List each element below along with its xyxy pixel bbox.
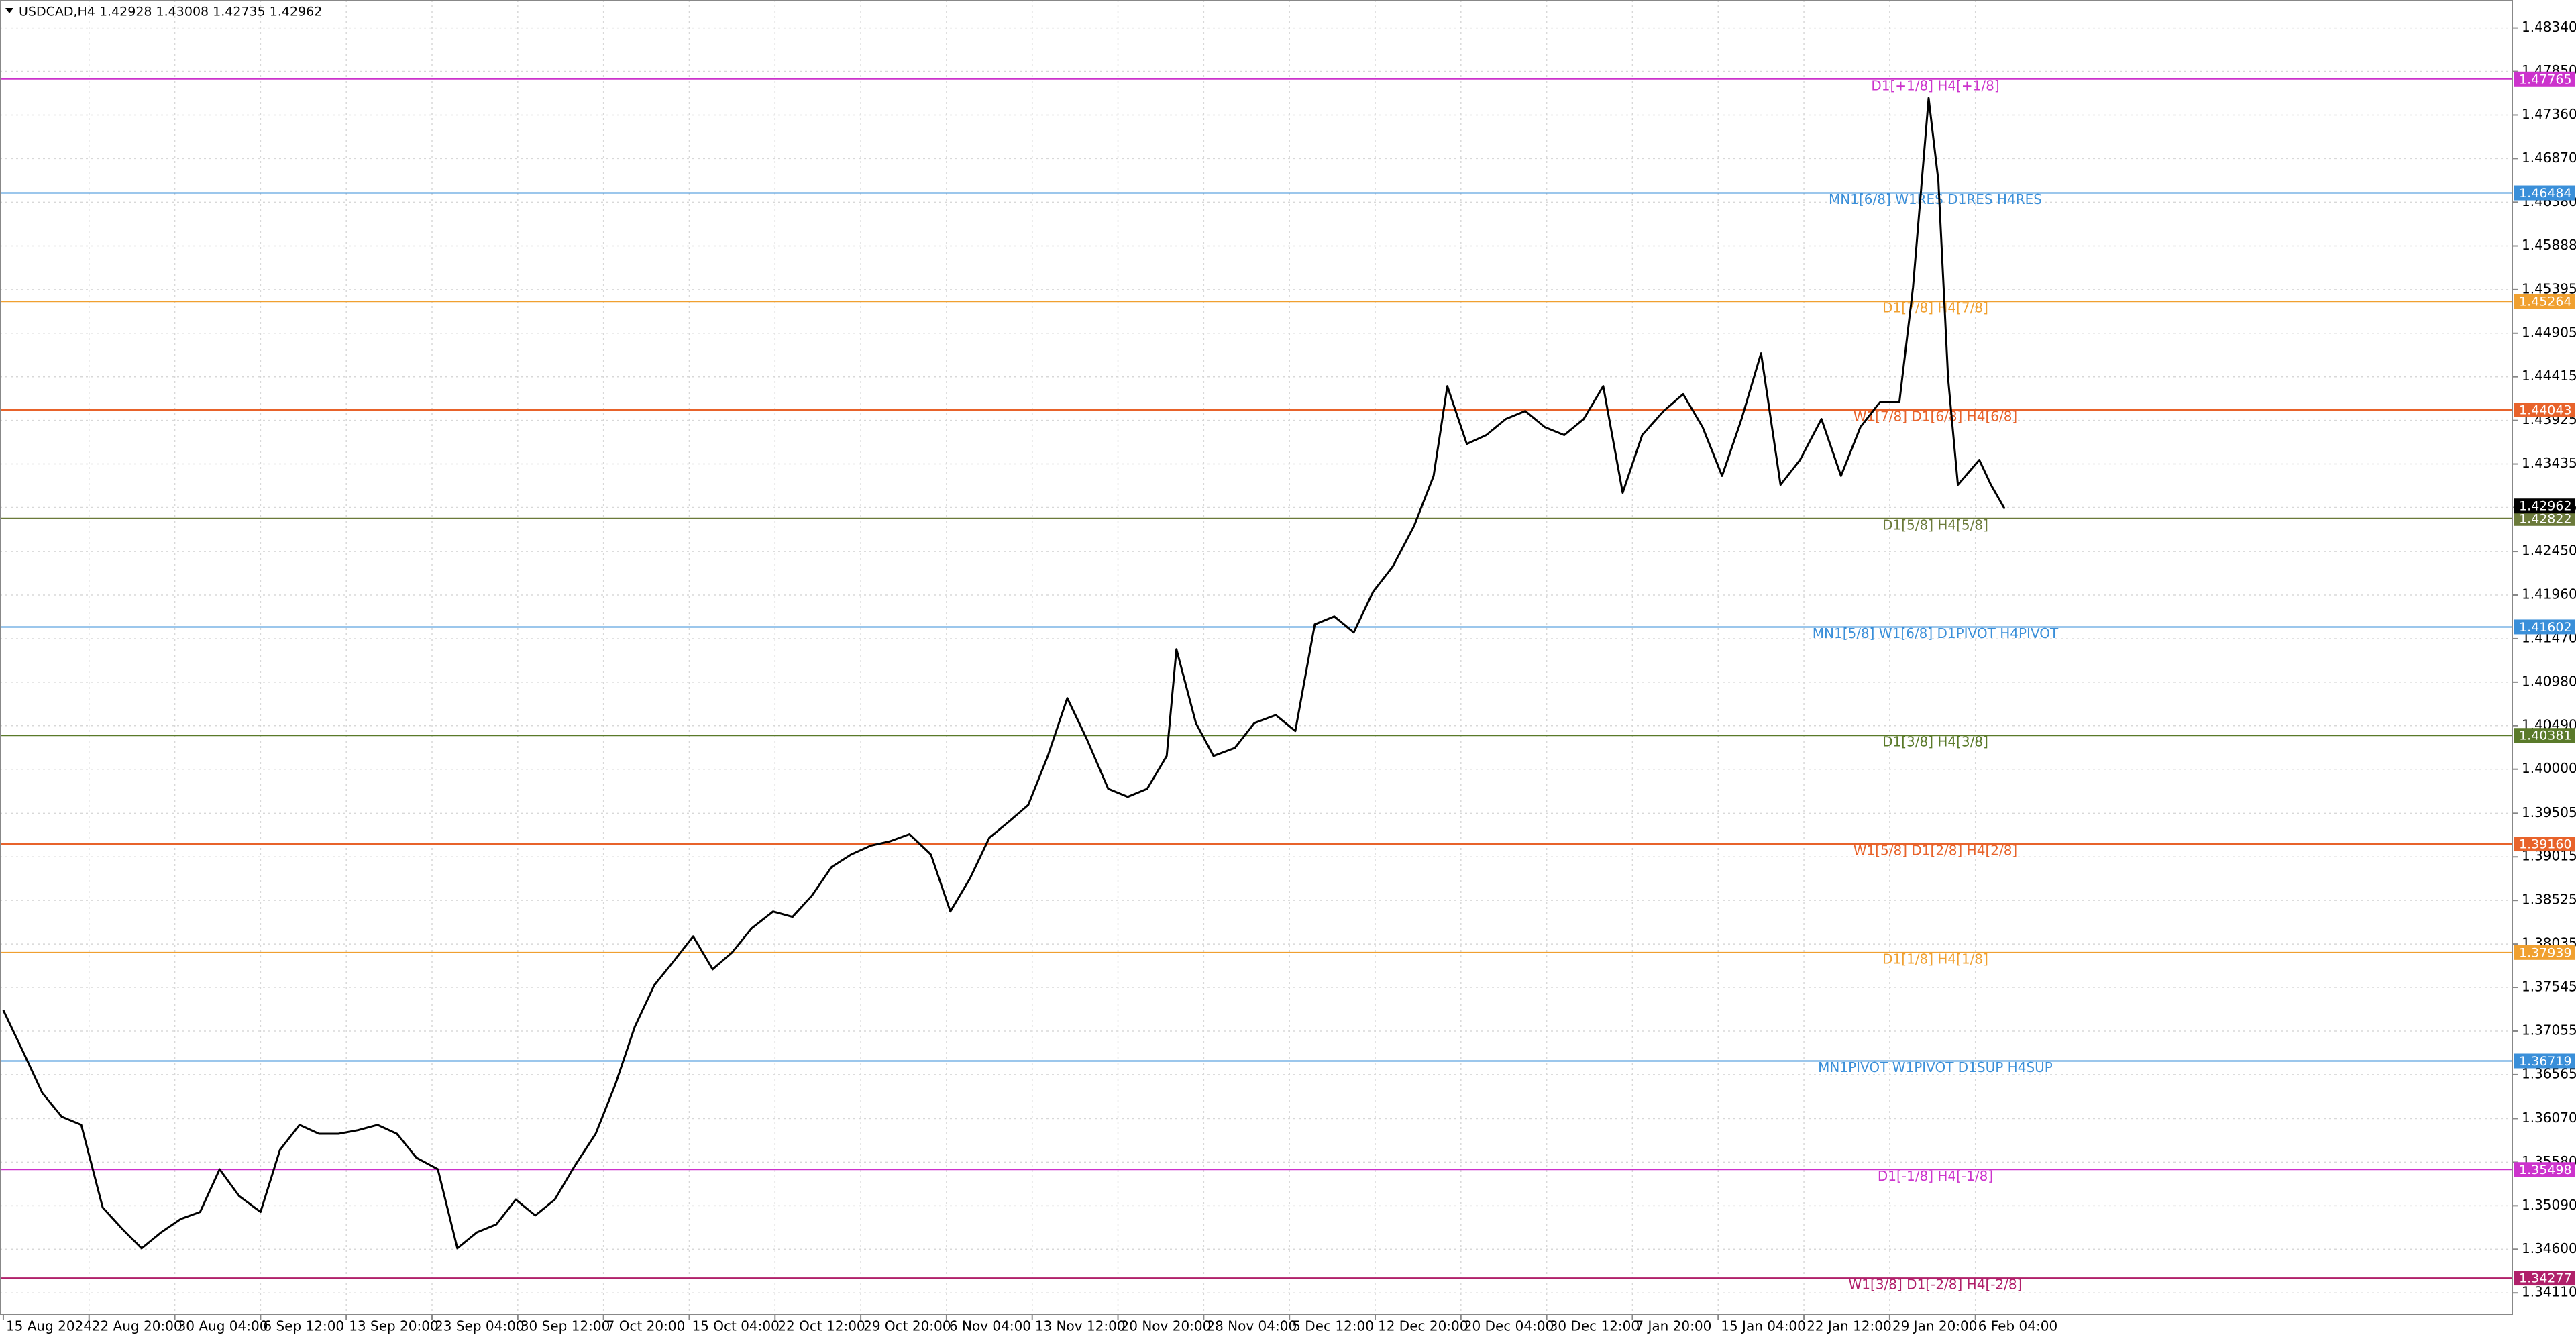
level-label: D1[3/8] H4[3/8] <box>1882 734 1988 750</box>
level-label: MN1PIVOT W1PIVOT D1SUP H4SUP <box>1818 1059 2053 1075</box>
level-price-tag <box>2514 294 2575 309</box>
level-price-label: 1.41602 <box>2519 620 2572 635</box>
x-tick-label: 7 Jan 20:00 <box>1635 1318 1711 1334</box>
y-tick-label: 1.44415 <box>2522 368 2576 384</box>
level-price-tag <box>2514 185 2575 201</box>
x-tick-label: 15 Jan 04:00 <box>1721 1318 1806 1334</box>
level-price-label: 1.45264 <box>2519 294 2572 309</box>
level-label: MN1[5/8] W1[6/8] D1PIVOT H4PIVOT <box>1813 625 2059 641</box>
level-price-label: 1.35498 <box>2519 1163 2572 1177</box>
level-price-tag <box>2514 71 2575 87</box>
x-tick-label: 13 Sep 20:00 <box>349 1318 439 1334</box>
x-tick-label: 6 Sep 12:00 <box>263 1318 344 1334</box>
x-tick-label: 15 Aug 2024 <box>6 1318 92 1334</box>
y-tick-label: 1.40000 <box>2522 760 2576 776</box>
level-price-label: 1.39160 <box>2519 837 2572 852</box>
level-label: W1[7/8] D1[6/8] H4[6/8] <box>1854 408 2017 424</box>
level-price-tag <box>2514 837 2575 852</box>
y-tick-label: 1.45888 <box>2522 237 2576 253</box>
level-price-label: 1.34277 <box>2519 1271 2572 1286</box>
level-label: D1[7/8] H4[7/8] <box>1882 300 1988 316</box>
level-price-tag <box>2514 619 2575 635</box>
level-label: D1[+1/8] H4[+1/8] <box>1871 77 1999 93</box>
x-tick-label: 30 Dec 12:00 <box>1550 1318 1640 1334</box>
level-price-tag <box>2514 1162 2575 1177</box>
y-tick-label: 1.38525 <box>2522 892 2576 908</box>
y-tick-label: 1.34110 <box>2522 1284 2576 1300</box>
level-price-label: 1.47765 <box>2519 72 2572 87</box>
price-line <box>2 97 2006 1250</box>
last-price-tag <box>2514 498 2575 514</box>
level-price-label: 1.37939 <box>2519 945 2572 960</box>
x-tick-label: 22 Aug 20:00 <box>92 1318 182 1334</box>
level-price-tag <box>2514 1053 2575 1069</box>
level-label: D1[5/8] H4[5/8] <box>1882 517 1988 533</box>
level-label: W1[3/8] D1[-2/8] H4[-2/8] <box>1849 1277 2023 1293</box>
y-tick-label: 1.36070 <box>2522 1110 2576 1126</box>
y-tick-label: 1.39505 <box>2522 804 2576 820</box>
level-price-tag <box>2514 402 2575 417</box>
y-tick-label: 1.46870 <box>2522 150 2576 166</box>
menu-arrow[interactable] <box>5 8 13 13</box>
y-tick-label: 1.47360 <box>2522 106 2576 122</box>
x-tick-label: 20 Dec 04:00 <box>1464 1318 1554 1334</box>
level-price-label: 1.46484 <box>2519 186 2572 201</box>
x-tick-label: 20 Nov 20:00 <box>1121 1318 1212 1334</box>
y-tick-label: 1.37055 <box>2522 1022 2576 1038</box>
x-tick-label: 30 Sep 12:00 <box>521 1318 610 1334</box>
plot <box>2 97 2006 1250</box>
level-label: D1[-1/8] H4[-1/8] <box>1878 1168 1993 1184</box>
level-price-tag <box>2514 1271 2575 1286</box>
x-tick-label: 12 Dec 20:00 <box>1378 1318 1468 1334</box>
level-price-tag <box>2514 511 2575 526</box>
last-price-label: 1.42962 <box>2519 499 2572 514</box>
plot-frame <box>0 0 2513 1315</box>
x-tick-label: 23 Sep 04:00 <box>435 1318 525 1334</box>
x-tick-label: 29 Oct 20:00 <box>863 1318 951 1334</box>
x-tick-label: 28 Nov 04:00 <box>1206 1318 1297 1334</box>
x-tick-label: 7 Oct 20:00 <box>606 1318 686 1334</box>
level-label: W1[5/8] D1[2/8] H4[2/8] <box>1854 843 2017 859</box>
x-tick-label: 15 Oct 04:00 <box>692 1318 779 1334</box>
grid <box>0 0 2512 1314</box>
level-label: D1[1/8] H4[1/8] <box>1882 951 1988 967</box>
x-tick-label: 29 Jan 20:00 <box>1892 1318 1978 1334</box>
x-tick-label: 5 Dec 12:00 <box>1292 1318 1374 1334</box>
x-tick-label: 13 Nov 12:00 <box>1035 1318 1126 1334</box>
y-tick-label: 1.34600 <box>2522 1240 2576 1256</box>
level-price-label: 1.42822 <box>2519 511 2572 526</box>
y-tick-label: 1.35090 <box>2522 1197 2576 1213</box>
level-price-label: 1.40381 <box>2519 729 2572 743</box>
y-tick-label: 1.41960 <box>2522 586 2576 602</box>
level-price-label: 1.36719 <box>2519 1054 2572 1069</box>
y-tick-label: 1.37545 <box>2522 979 2576 995</box>
x-tick-label: 6 Feb 04:00 <box>1978 1318 2058 1334</box>
y-tick-label: 1.44905 <box>2522 324 2576 340</box>
y-tick-label: 1.40980 <box>2522 673 2576 689</box>
level-price-tag <box>2514 728 2575 743</box>
x-tick-label: 22 Oct 12:00 <box>777 1318 865 1334</box>
x-tick-label: 30 Aug 04:00 <box>178 1318 268 1334</box>
x-tick-label: 22 Jan 12:00 <box>1807 1318 1892 1334</box>
level-label: MN1[6/8] W1RES D1RES H4RES <box>1829 191 2042 207</box>
levels: D1[+1/8] H4[+1/8] MN1[6/8] W1RES D1RES H4… <box>0 77 2512 1293</box>
y-tick-label: 1.43435 <box>2522 455 2576 471</box>
y-tick-label: 1.48340 <box>2522 19 2576 35</box>
level-price-label: 1.44043 <box>2519 403 2572 417</box>
x-tick-label: 6 Nov 04:00 <box>949 1318 1031 1334</box>
chart-title: USDCAD,H4 1.42928 1.43008 1.42735 1.4296… <box>19 5 322 19</box>
level-price-tag <box>2514 945 2575 960</box>
y-tick-label: 1.42450 <box>2522 543 2576 559</box>
